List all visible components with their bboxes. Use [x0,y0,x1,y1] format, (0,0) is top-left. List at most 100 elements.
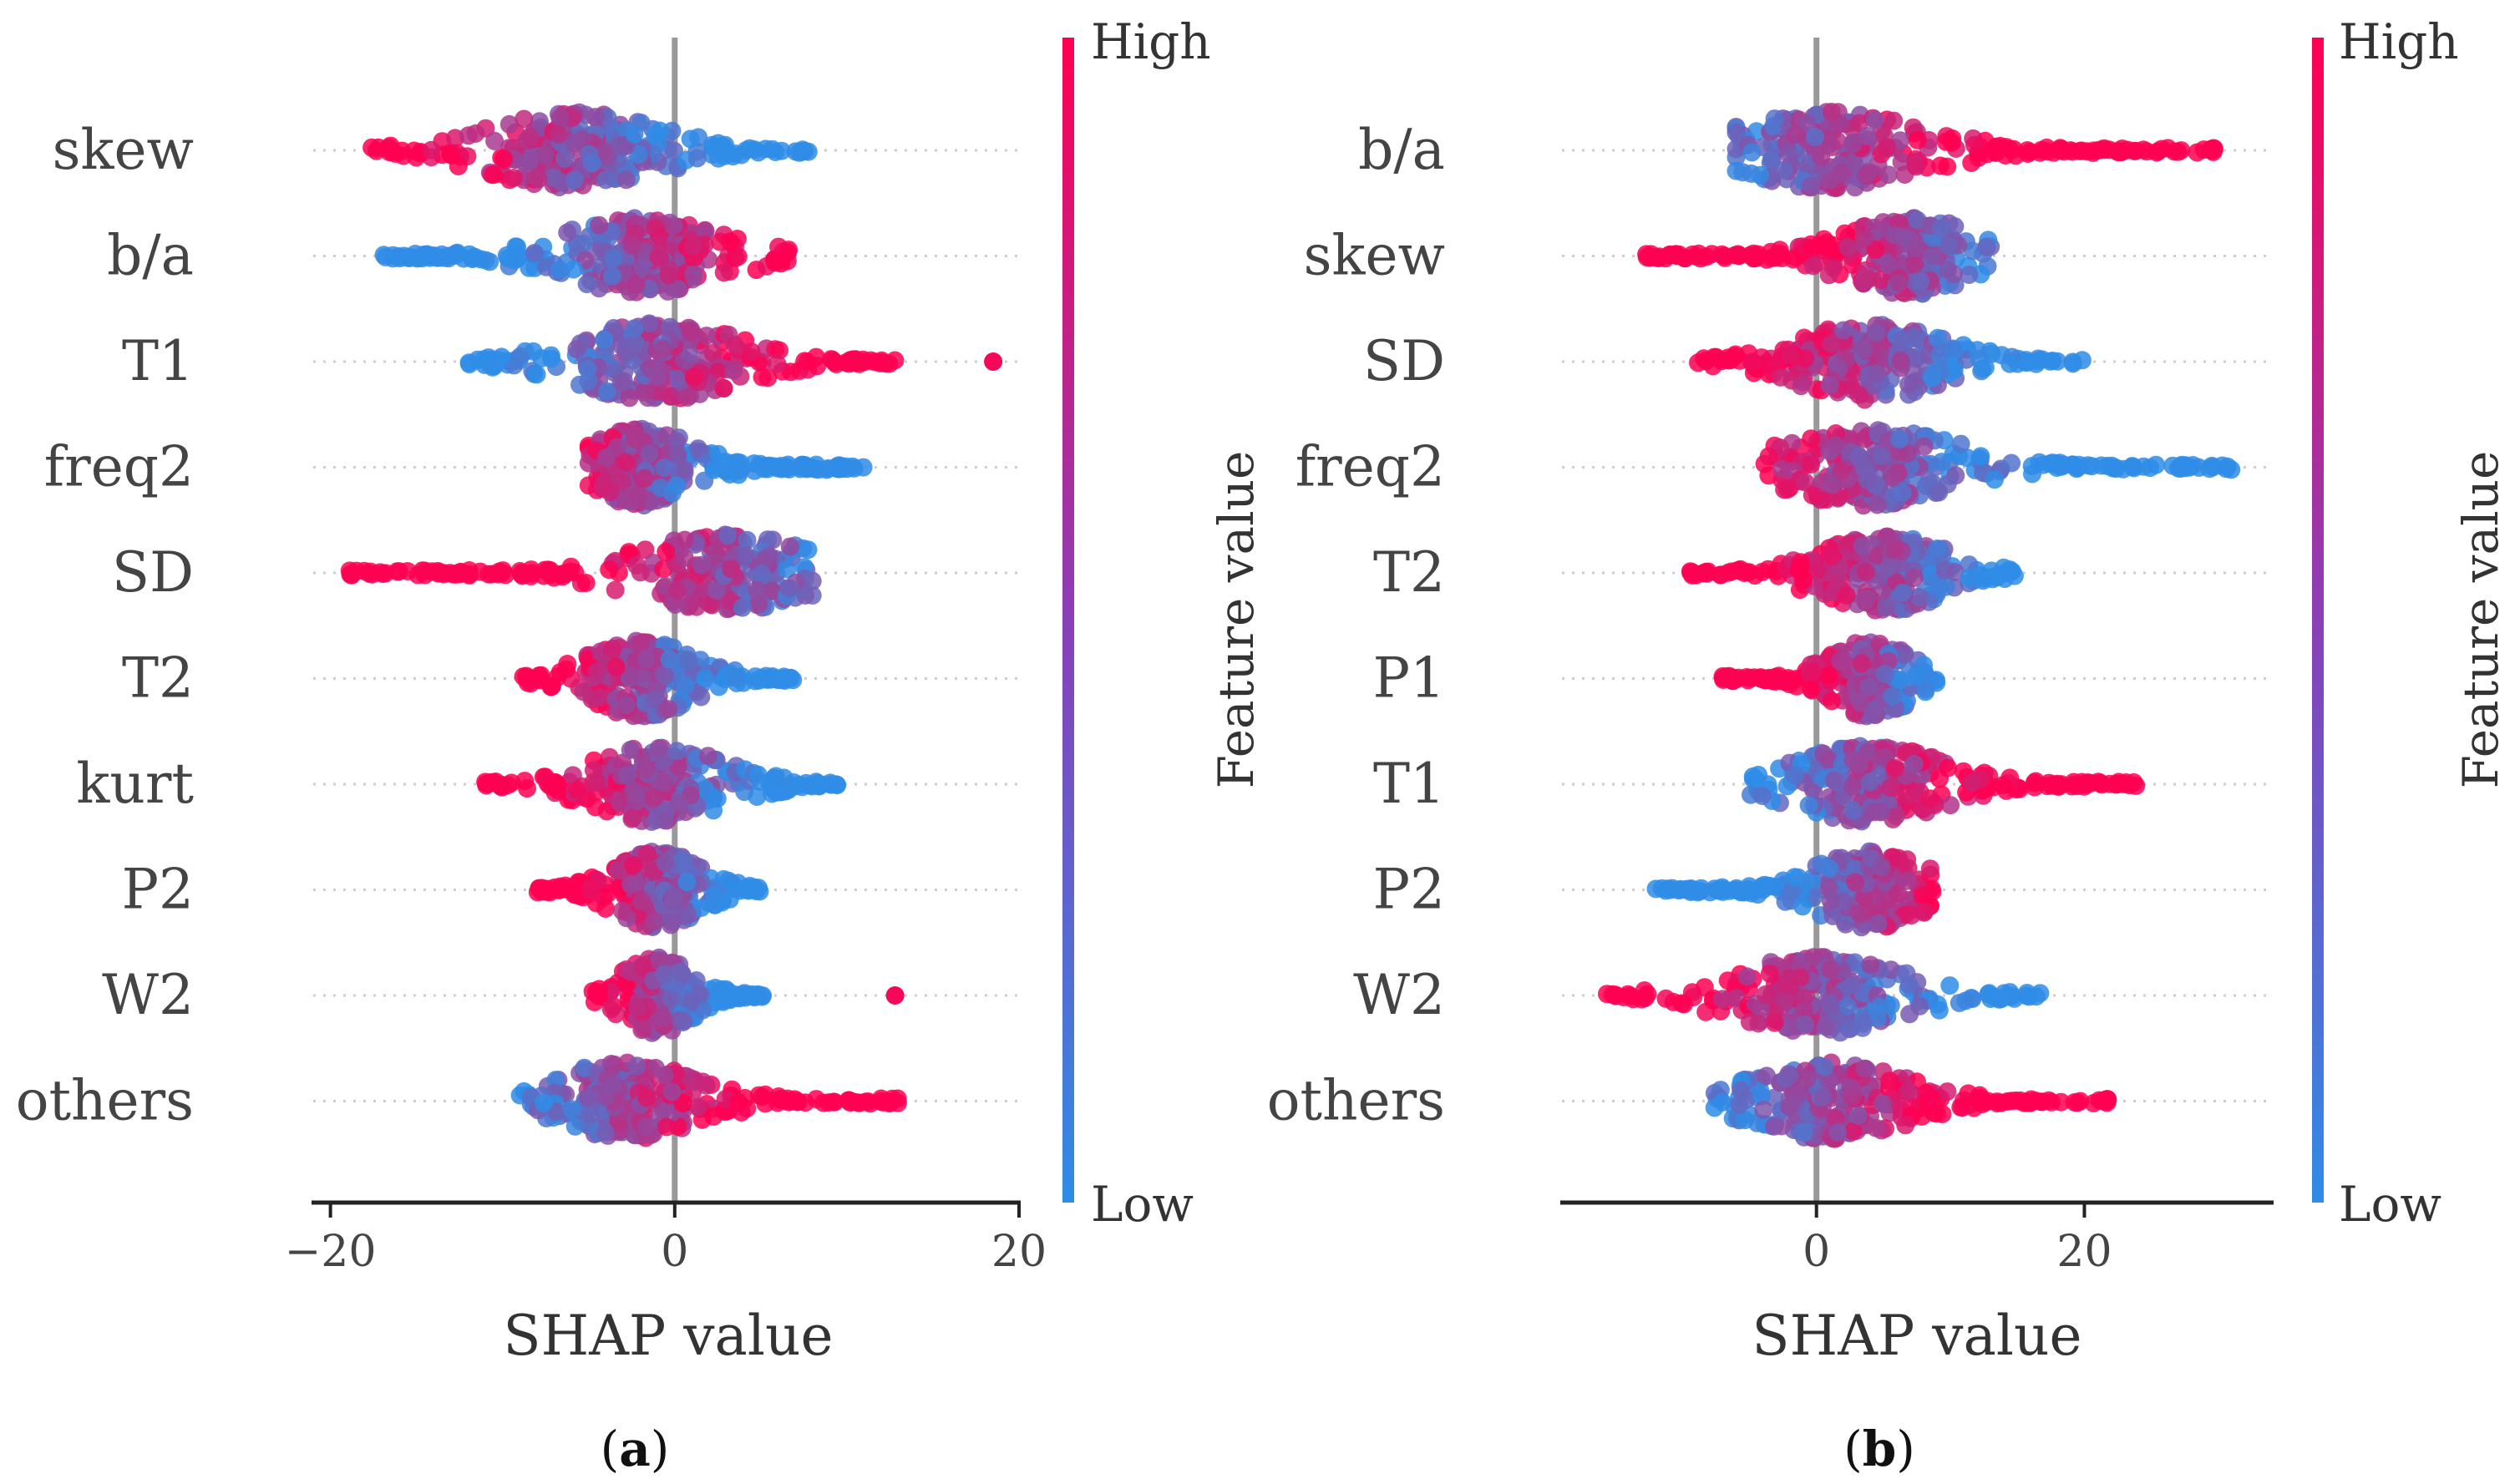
shap-point [545,568,564,587]
feature-label: T2 [122,646,194,711]
shap-point [733,598,752,617]
shap-point [454,249,474,268]
shap-point [659,266,678,285]
colorbar-title-a: Feature value [1208,451,1265,789]
shap-point [692,555,712,575]
shap-point [714,138,733,157]
shap-point [565,170,584,190]
shap-point [680,344,699,363]
shap-point [1824,771,1843,790]
shap-point [1881,778,1900,798]
shap-point [2120,776,2139,795]
shap-point [1884,225,1904,245]
feature-label: T1 [122,329,194,393]
shap-point [1906,157,1925,176]
shap-point [1792,377,1811,396]
shap-point [565,1117,585,1136]
shap-point [1904,754,1924,773]
shap-point [494,149,513,169]
shap-point [1876,597,1895,616]
shap-point [693,1072,712,1091]
x-tick-label: 20 [991,1227,1047,1277]
shap-point [1785,868,1804,887]
panel-label-a: (a) [601,1421,670,1477]
shap-point [520,258,539,277]
shap-point [1963,241,1982,261]
shap-point [390,249,409,268]
shap-point [777,458,796,478]
shap-point [517,666,536,686]
shap-point [2111,143,2130,161]
shap-point [765,253,784,272]
shap-point [742,342,761,362]
shap-point [1853,339,1873,358]
shap-point [1669,880,1688,899]
shap-point [677,873,697,892]
shap-point [880,1092,899,1112]
shap-point [376,247,395,266]
shap-point [598,382,617,401]
shap-point [1635,989,1655,1007]
shap-point [1775,480,1794,499]
shap-point [631,563,650,582]
shap-point [1904,569,1924,587]
shap-point [766,143,785,161]
shap-point [655,458,674,477]
shap-point [1769,666,1788,686]
shap-point [568,780,587,799]
shap-point [1782,882,1801,901]
shap-point [681,129,700,149]
shap-point [674,850,692,869]
shap-point [1818,750,1838,769]
shap-point [774,768,794,788]
shap-point [1681,562,1700,581]
shap-point [1898,871,1917,890]
shap-point [678,387,697,407]
shap-point [655,773,674,793]
shap-point [596,1122,615,1142]
shap-point [1854,274,1873,293]
shap-point [1843,134,1863,154]
shap-point [1929,1000,1949,1020]
shap-point [1786,766,1804,785]
shap-point [520,127,540,146]
shap-point [591,688,609,707]
shap-point [529,170,548,189]
shap-point [688,1097,707,1117]
shap-point [1951,434,1970,453]
shap-point [1821,891,1840,910]
shap-point [1867,323,1885,342]
shap-point [579,476,598,495]
shap-point [2173,455,2192,474]
shap-point [1822,103,1841,121]
shap-point [701,595,720,614]
shap-point [582,154,601,173]
shap-point [515,109,534,129]
shap-point [828,776,847,795]
shap-point [696,669,715,688]
shap-point [510,347,530,366]
shap-point [595,331,614,349]
shap-point [667,581,687,600]
shap-point [635,468,654,488]
shap-point [1711,565,1731,585]
shap-point [1820,994,1839,1013]
shap-point [564,260,583,279]
shap-point [631,635,650,653]
shap-point [636,1117,656,1137]
shap-point [1689,881,1708,900]
shap-point [587,773,606,793]
shap-point [534,1093,553,1112]
shap-point [617,696,636,715]
shap-point [1713,879,1732,899]
shap-point [2203,458,2223,477]
shap-point [697,327,716,346]
colorbar-a [1062,38,1074,1203]
shap-point [2004,139,2023,159]
shap-point [1771,367,1790,387]
shap-point [2032,350,2051,369]
shap-point [1868,364,1887,383]
shap-point [525,244,544,262]
x-axis-title-a: SHAP value [503,1304,833,1368]
